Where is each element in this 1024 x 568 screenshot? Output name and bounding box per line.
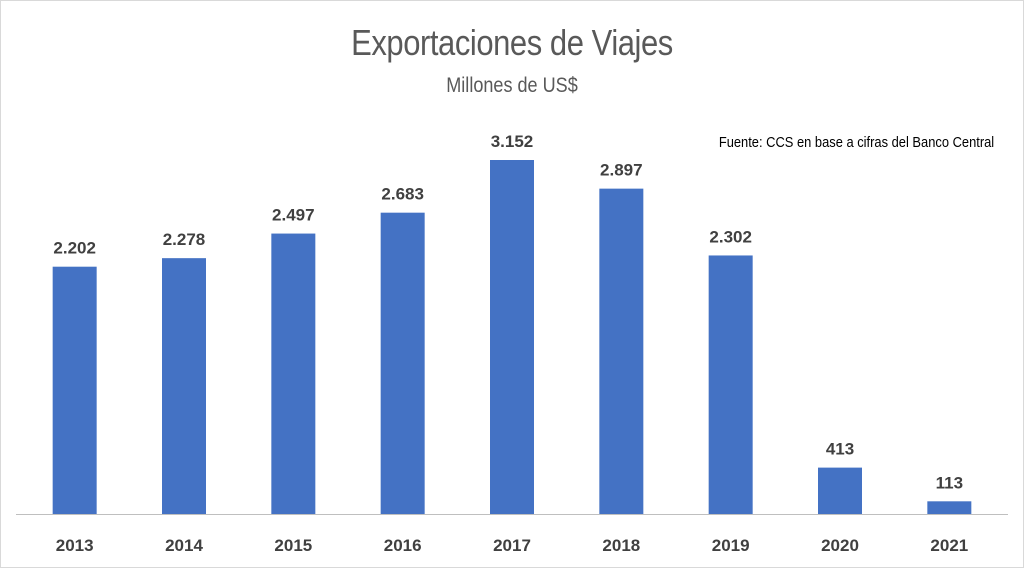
bar-2020 [818, 467, 862, 514]
bar-2014 [162, 258, 206, 514]
x-tick-2019: 2019 [712, 536, 750, 555]
bar-2013 [52, 266, 97, 514]
data-label-2017: 3.152 [491, 132, 534, 151]
bar-2021 [927, 501, 972, 514]
data-label-2019: 2.302 [709, 227, 752, 246]
x-tick-2014: 2014 [165, 536, 203, 555]
data-label-2015: 2.497 [272, 206, 315, 225]
x-tick-2020: 2020 [821, 536, 859, 555]
data-label-2016: 2.683 [381, 185, 424, 204]
x-axis-ticks: 2013 2014 2015 2016 2017 2018 2019 2020 2021 [56, 536, 968, 555]
bar-2018 [599, 188, 644, 514]
chart-subtitle: Millones de US$ [446, 74, 578, 97]
x-tick-2021: 2021 [930, 536, 968, 555]
data-label-2020: 413 [826, 440, 854, 459]
data-label-2018: 2.897 [600, 161, 643, 180]
x-tick-2013: 2013 [56, 536, 94, 555]
x-tick-2016: 2016 [384, 536, 422, 555]
data-label-2014: 2.278 [163, 230, 206, 249]
chart-title: Exportaciones de Viajes [351, 22, 673, 63]
bar-2019 [708, 255, 753, 514]
x-tick-2015: 2015 [274, 536, 312, 555]
bar-2015 [271, 233, 316, 515]
chart-source-annotation: Fuente: CCS en base a cifras del Banco C… [718, 134, 994, 151]
data-label-2013: 2.202 [53, 239, 96, 258]
data-labels-layer: 2.202 2.278 2.497 2.683 3.152 2.897 2.302 413 11… [53, 132, 963, 492]
bars-layer [52, 160, 972, 515]
x-tick-2017: 2017 [493, 536, 531, 555]
bar-2017 [490, 160, 534, 514]
data-label-2021: 113 [936, 473, 963, 492]
bar-2016 [380, 212, 425, 514]
x-tick-2018: 2018 [602, 536, 640, 555]
